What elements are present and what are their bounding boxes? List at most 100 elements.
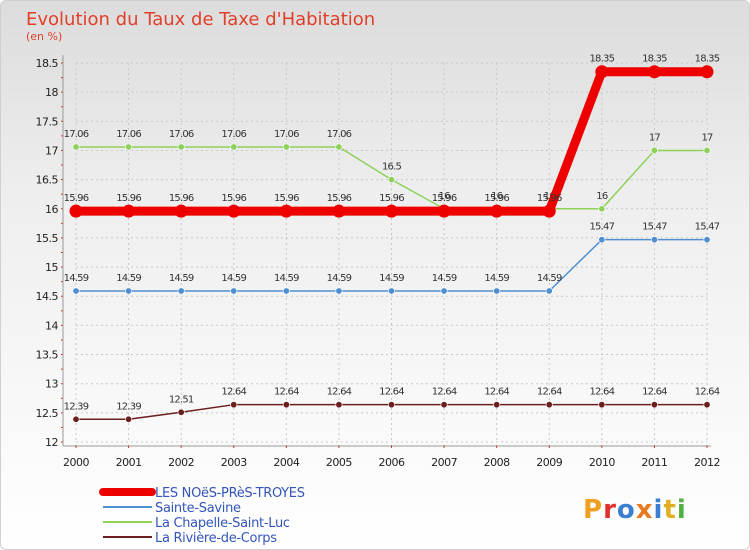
y-tick-label: 13 — [45, 378, 58, 391]
data-label: 15.96 — [537, 193, 562, 204]
data-label: 12.64 — [484, 387, 509, 398]
data-point — [545, 287, 553, 295]
data-point — [230, 287, 238, 295]
logo-letter: P — [583, 495, 603, 525]
data-point — [230, 401, 238, 409]
data-point — [122, 204, 136, 218]
data-label: 16.5 — [382, 162, 402, 173]
x-tick-label: 2011 — [641, 456, 667, 469]
data-point — [177, 143, 185, 151]
data-point — [647, 65, 661, 79]
logo-letter: i — [677, 495, 687, 525]
grid — [75, 62, 708, 443]
data-label: 17 — [701, 132, 713, 143]
logo-text: Proxiti — [583, 495, 687, 525]
data-label: 18.35 — [642, 54, 667, 65]
y-tick-label: 18 — [45, 86, 58, 99]
logo-letter: i — [654, 495, 664, 525]
data-point — [650, 146, 658, 154]
y-tick-label: 15.5 — [36, 232, 59, 245]
x-tick-label: 2009 — [536, 456, 562, 469]
data-point — [279, 204, 293, 218]
y-tick-label: 17.5 — [36, 115, 59, 128]
data-label: 12.64 — [379, 387, 404, 398]
data-label: 17.06 — [327, 129, 352, 140]
series-layer: 12.39 12.39 12.51 12.64 12.64 12.64 12.64 12.64… — [64, 54, 721, 423]
data-label: 12.64 — [327, 387, 352, 398]
series-les-noes-pres-troyes: 15.96 15.96 15.96 15.96 15.96 15.96 15.96 15.96… — [64, 54, 721, 218]
data-label: 14.59 — [327, 273, 352, 284]
data-point — [493, 401, 501, 409]
x-tick-label: 2004 — [273, 456, 299, 469]
logo-letter: x — [636, 495, 654, 525]
data-point — [598, 236, 606, 244]
data-point — [545, 401, 553, 409]
data-label: 14.59 — [221, 273, 246, 284]
data-label: 15.96 — [484, 193, 509, 204]
chart-title: Evolution du Taux de Taxe d'Habitation — [26, 9, 375, 30]
y-tick-label: 18.5 — [36, 57, 59, 70]
legend-label: Sainte-Savine — [155, 501, 241, 516]
data-point — [703, 401, 711, 409]
data-label: 17.06 — [274, 129, 299, 140]
data-label: 15.47 — [642, 222, 667, 233]
data-label: 12.39 — [116, 401, 141, 412]
data-point — [227, 204, 241, 218]
x-tick-label: 2000 — [63, 456, 89, 469]
series-sainte-savine: 14.59 14.59 14.59 14.59 14.59 14.59 14.59 14.59… — [64, 222, 721, 295]
logo-letter: r — [603, 495, 617, 525]
data-label: 14.59 — [379, 273, 404, 284]
data-point — [440, 401, 448, 409]
data-point — [335, 401, 343, 409]
y-tick-label: 15 — [45, 261, 58, 274]
logo-letter: o — [617, 495, 636, 525]
x-tick-label: 2003 — [221, 456, 247, 469]
data-point — [125, 415, 133, 423]
data-point — [177, 408, 185, 416]
data-label: 16 — [544, 191, 556, 202]
data-label: 12.64 — [642, 387, 667, 398]
data-point — [282, 287, 290, 295]
data-label: 12.51 — [169, 394, 194, 405]
x-tick-label: 2007 — [431, 456, 457, 469]
data-point — [282, 143, 290, 151]
data-label: 12.64 — [537, 387, 562, 398]
data-label: 17.06 — [64, 129, 89, 140]
data-point — [72, 415, 80, 423]
legend-label: La Chapelle-Saint-Luc — [155, 516, 290, 531]
data-label: 15.47 — [590, 222, 615, 233]
data-label: 14.59 — [484, 273, 509, 284]
data-label: 17.06 — [221, 129, 246, 140]
data-label: 12.64 — [590, 387, 615, 398]
data-point — [387, 401, 395, 409]
data-label: 14.59 — [116, 273, 141, 284]
y-tick-label: 16 — [45, 203, 58, 216]
data-label: 15.96 — [221, 193, 246, 204]
y-tick-label: 16.5 — [36, 174, 59, 187]
data-label: 15.96 — [169, 193, 194, 204]
data-label: 15.96 — [274, 193, 299, 204]
y-tick-label: 12 — [45, 436, 58, 449]
logo-letter: t — [663, 495, 676, 525]
data-label: 15.96 — [432, 193, 457, 204]
x-tick-label: 2001 — [116, 456, 142, 469]
data-label: 18.35 — [695, 54, 720, 65]
data-label: 12.64 — [274, 387, 299, 398]
y-tick-label: 17 — [45, 144, 58, 157]
data-point — [72, 287, 80, 295]
data-label: 16 — [439, 191, 451, 202]
data-point — [595, 65, 609, 79]
data-label: 14.59 — [537, 273, 562, 284]
data-point — [69, 204, 83, 218]
x-tick-label: 2008 — [484, 456, 510, 469]
data-label: 15.96 — [116, 193, 141, 204]
x-tick-label: 2010 — [589, 456, 615, 469]
data-point — [490, 204, 504, 218]
data-point — [282, 401, 290, 409]
data-point — [385, 204, 398, 218]
data-point — [387, 176, 395, 184]
data-point — [650, 401, 658, 409]
data-label: 15.96 — [379, 193, 404, 204]
